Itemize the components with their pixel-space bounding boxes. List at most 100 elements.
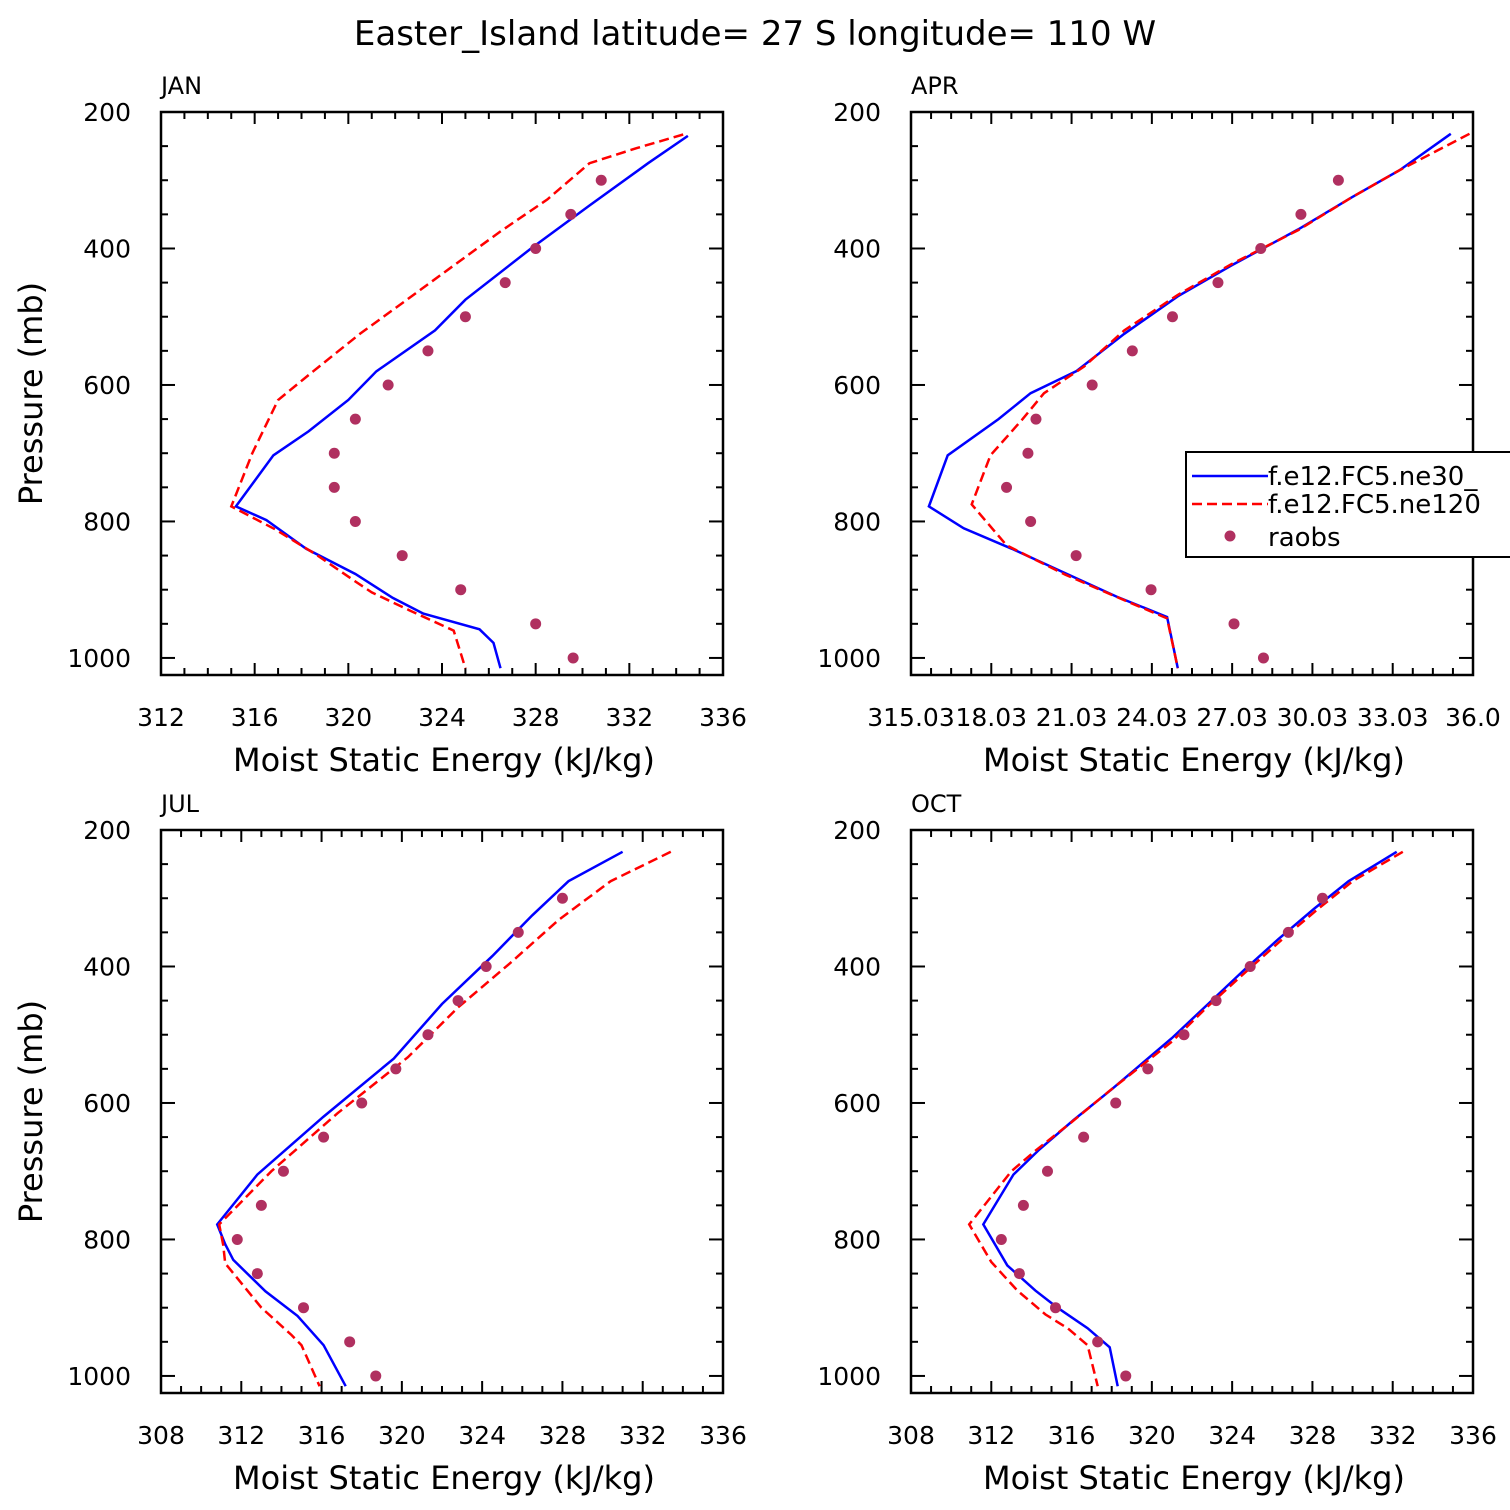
y-tick-label: 1000 (67, 644, 131, 673)
raobs-point (1086, 379, 1098, 391)
raobs-point (255, 1199, 267, 1211)
legend-label: raobs (1268, 523, 1341, 553)
series-line-ne120 (229, 133, 684, 669)
series-raobs (328, 174, 607, 664)
y-tick-label: 600 (83, 1089, 131, 1118)
x-axis-label: Moist Static Energy (kJ/kg) (233, 741, 655, 779)
raobs-point (1228, 618, 1240, 630)
raobs-point (1110, 1097, 1122, 1109)
raobs-point (1070, 550, 1082, 562)
y-tick-label: 200 (833, 98, 881, 127)
raobs-point (1041, 1165, 1053, 1177)
legend-label: f.e12.FC5.ne30_ (1268, 462, 1478, 492)
x-tick-label: 320 (378, 1421, 426, 1450)
raobs-point (328, 447, 340, 459)
y-axis-label: Pressure (mb) (12, 282, 50, 505)
y-tick-label: 400 (83, 952, 131, 981)
y-tick-label: 600 (83, 371, 131, 400)
raobs-point (480, 960, 492, 972)
y-tick-label: 1000 (817, 1362, 881, 1391)
panel-apr: 315.03 18.03 21.03 24.03 27.03 30.03 33.03 36.0… (817, 72, 1500, 779)
figure-title: Easter_Island latitude= 27 S longitude= … (354, 14, 1156, 54)
raobs-point (382, 379, 394, 391)
raobs-point (1210, 995, 1222, 1007)
raobs-point (349, 413, 361, 425)
series-raobs (231, 892, 568, 1382)
raobs-point (512, 926, 524, 938)
series-line-ne30 (927, 132, 1452, 669)
x-tick-label: 328 (512, 703, 560, 732)
x-tick-label: 316 (1048, 1421, 1096, 1450)
panel-title: APR (911, 72, 959, 100)
legend-label: f.e12.FC5.ne120 (1268, 490, 1481, 520)
raobs-point (1145, 584, 1157, 596)
x-tick-label: 332 (1369, 1421, 1417, 1450)
raobs-point (455, 584, 467, 596)
raobs-point (1178, 1029, 1190, 1041)
x-tick-label: 308 (137, 1421, 185, 1450)
x-tick-label: 33.03 (1357, 703, 1429, 732)
panel-title: JUL (159, 790, 200, 818)
x-tick-label: 18.03 (955, 703, 1027, 732)
raobs-point (1332, 174, 1344, 186)
x-axis-label: Moist Static Energy (kJ/kg) (983, 1459, 1405, 1497)
x-tick-label: 315.03 (867, 703, 954, 732)
series-line-ne30 (215, 850, 624, 1387)
y-tick-label: 200 (833, 816, 881, 845)
x-tick-label: 336 (1449, 1421, 1497, 1450)
raobs-point (1092, 1336, 1104, 1348)
raobs-point (1257, 652, 1269, 664)
raobs-point (1282, 926, 1294, 938)
x-tick-label: 312 (137, 703, 185, 732)
raobs-point (344, 1336, 356, 1348)
raobs-point (1013, 1268, 1025, 1280)
panel-title: JAN (159, 72, 202, 100)
raobs-point (1078, 1131, 1090, 1143)
series-raobs (1001, 174, 1344, 664)
raobs-point (1050, 1302, 1062, 1314)
y-tick-label: 1000 (817, 644, 881, 673)
x-tick-label: 21.03 (1036, 703, 1108, 732)
panel-frame (159, 110, 725, 677)
y-tick-label: 200 (83, 816, 131, 845)
x-tick-label: 324 (458, 1421, 506, 1450)
x-tick-label: 320 (1128, 1421, 1176, 1450)
x-tick-label: 24.03 (1116, 703, 1188, 732)
x-tick-label: 308 (887, 1421, 935, 1450)
raobs-point (422, 1029, 434, 1041)
x-axis-label: Moist Static Energy (kJ/kg) (983, 741, 1405, 779)
panel-title: OCT (911, 790, 962, 818)
raobs-point (995, 1233, 1007, 1245)
panel-frame (159, 828, 725, 1395)
y-tick-label: 600 (833, 1089, 881, 1118)
y-tick-label: 800 (83, 1225, 131, 1254)
raobs-point (277, 1165, 289, 1177)
x-tick-label: 312 (217, 1421, 265, 1450)
panels: 312 316 320 324 328 332 336 200 400 600 800 1000 JAN… (12, 72, 1501, 1497)
raobs-point (530, 618, 542, 630)
x-tick-label: 27.03 (1196, 703, 1268, 732)
raobs-point (251, 1268, 263, 1280)
raobs-point (370, 1370, 382, 1382)
y-tick-label: 600 (833, 371, 881, 400)
panel-frame (909, 828, 1475, 1395)
raobs-point (499, 277, 511, 289)
y-tick-label: 800 (833, 507, 881, 536)
panel-jan: 312 316 320 324 328 332 336 200 400 600 800 1000 JAN… (12, 72, 747, 779)
series-line-ne30 (981, 850, 1398, 1387)
raobs-point (1025, 515, 1037, 527)
raobs-point (1017, 1199, 1029, 1211)
raobs-point (422, 345, 434, 357)
panel-oct: 308 312 316 320 324 328 332 336 200 400 600 800 1000… (817, 790, 1496, 1497)
raobs-point (328, 481, 340, 493)
raobs-point (1244, 960, 1256, 972)
panel-jul: 308 312 316 320 324 328 332 336 200 400 600 800 1000… (12, 790, 747, 1497)
y-tick-label: 400 (833, 952, 881, 981)
raobs-point (1030, 413, 1042, 425)
x-tick-label: 332 (619, 1421, 667, 1450)
raobs-point (459, 311, 471, 323)
raobs-point (1255, 242, 1267, 254)
raobs-point (1212, 277, 1224, 289)
raobs-point (356, 1097, 368, 1109)
